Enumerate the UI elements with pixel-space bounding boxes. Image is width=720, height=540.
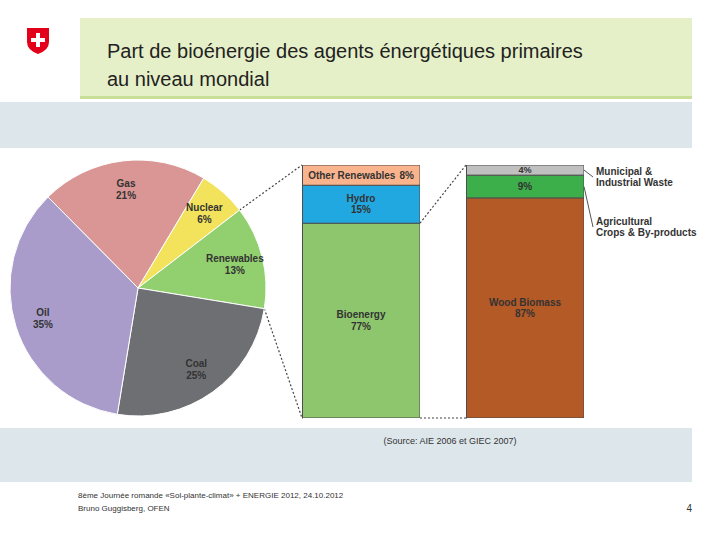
logo — [27, 28, 49, 54]
zoom-line — [240, 165, 302, 210]
source-note: (Source: AIE 2006 et GIEC 2007) — [383, 436, 516, 446]
pie-labels: Gas21% Nuclear6% Renewables13% Coal25% Oil35… — [33, 178, 264, 381]
bar-segment — [302, 223, 420, 418]
slice-name: Oil — [36, 307, 50, 318]
slice-name: Nuclear — [186, 202, 223, 213]
zoom-line — [420, 417, 466, 418]
bar-segment — [302, 165, 420, 185]
segment-value: 8% — [399, 170, 414, 181]
pie-slice — [10, 197, 138, 414]
page-bg — [0, 0, 720, 540]
bar-segment — [466, 175, 584, 198]
slide-canvas: Part de bioénergie des agents énergétiqu… — [0, 0, 720, 540]
pie — [10, 160, 266, 416]
slice-name: Gas — [117, 178, 136, 189]
slice-value: 13% — [225, 265, 245, 276]
title-rule — [80, 96, 692, 99]
bar-plot — [302, 165, 420, 418]
text-line: Part de bioénergie des agents énergétiqu… — [107, 40, 583, 62]
page-number: 4 — [686, 503, 692, 514]
charts — [10, 160, 584, 419]
band-top — [0, 102, 692, 148]
slice-name: Renewables — [206, 253, 264, 264]
slide-title: Part de bioénergie des agents énergétiqu… — [107, 40, 583, 90]
zoom-lines — [240, 165, 593, 418]
band-bottom — [0, 428, 692, 482]
axis-line — [302, 166, 303, 419]
y-axis — [302, 166, 303, 419]
bar-segment — [466, 198, 584, 418]
segment-value: 87% — [515, 308, 535, 319]
segment-name: Municipal &Industrial Waste — [596, 166, 673, 189]
bar-segment — [466, 165, 584, 175]
bar-plot — [466, 165, 584, 418]
text-line: Crops & By-products — [596, 227, 697, 238]
text-line: Hydro — [347, 193, 376, 204]
segment-name: Hydro — [347, 193, 376, 204]
logo-shield — [27, 28, 49, 54]
text-line: Municipal & — [596, 166, 652, 177]
logo-cross-h — [31, 38, 45, 42]
segment-value: 77% — [351, 321, 371, 332]
footer-line: Bruno Guggisberg, OFEN — [78, 504, 170, 513]
segment-name: Other Renewables — [308, 170, 396, 181]
leader-line — [584, 187, 593, 227]
slice-value: 25% — [186, 370, 206, 381]
title-band — [80, 18, 692, 98]
slice-value: 6% — [197, 214, 212, 225]
zoom-line — [420, 165, 466, 223]
background — [0, 0, 720, 540]
bar-segment — [302, 185, 420, 223]
chart-texts: Gas21% Nuclear6% Renewables13% Coal25% Oil35… — [33, 165, 697, 381]
slice-value: 35% — [33, 319, 53, 330]
pie-slice — [117, 288, 264, 416]
segment-value: 9% — [518, 181, 533, 192]
text-line: au niveau mondial — [107, 68, 269, 90]
text-line: Agricultural — [596, 216, 652, 227]
segment-value: 4% — [518, 165, 531, 175]
segment-name: Bioenergy — [337, 309, 386, 320]
slice-value: 21% — [116, 190, 136, 201]
footer-line: 8ème Journée romande «Sol-plante-climat»… — [78, 491, 344, 500]
leader-line — [584, 170, 593, 177]
zoom-line — [264, 309, 302, 418]
axis-line — [466, 166, 467, 419]
text-line: Wood Biomass — [489, 297, 561, 308]
segment-name: AgriculturalCrops & By-products — [596, 216, 697, 239]
slice-name: Coal — [185, 358, 207, 369]
text-line: Industrial Waste — [596, 177, 673, 188]
segment-name: Wood Biomass — [489, 297, 561, 308]
text-line: Bioenergy — [337, 309, 386, 320]
segment-value: 15% — [351, 204, 371, 215]
slide: Part de bioénergie des agents énergétiqu… — [0, 0, 720, 540]
y-axis — [466, 166, 467, 419]
chart-panel — [6, 150, 714, 428]
